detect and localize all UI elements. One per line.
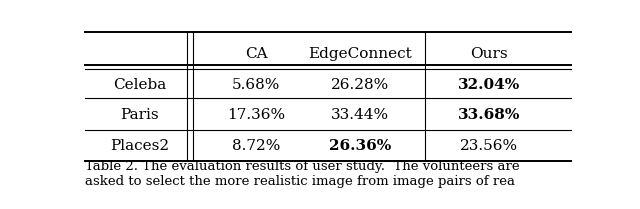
Text: 32.04%: 32.04% — [458, 78, 520, 92]
Text: Celeba: Celeba — [113, 78, 166, 92]
Text: Paris: Paris — [120, 108, 159, 122]
Text: 33.44%: 33.44% — [331, 108, 389, 122]
Text: 17.36%: 17.36% — [227, 108, 285, 122]
Text: CA: CA — [244, 47, 268, 61]
Text: 5.68%: 5.68% — [232, 78, 280, 92]
Text: 23.56%: 23.56% — [460, 139, 518, 153]
Text: 8.72%: 8.72% — [232, 139, 280, 153]
Text: Places2: Places2 — [110, 139, 169, 153]
Text: Ours: Ours — [470, 47, 508, 61]
Text: 26.36%: 26.36% — [329, 139, 392, 153]
Text: 26.28%: 26.28% — [331, 78, 389, 92]
Text: 33.68%: 33.68% — [458, 108, 520, 122]
Text: EdgeConnect: EdgeConnect — [308, 47, 412, 61]
Text: Table 2. The evaluation results of user study.  The volunteers are
asked to sele: Table 2. The evaluation results of user … — [85, 160, 520, 188]
